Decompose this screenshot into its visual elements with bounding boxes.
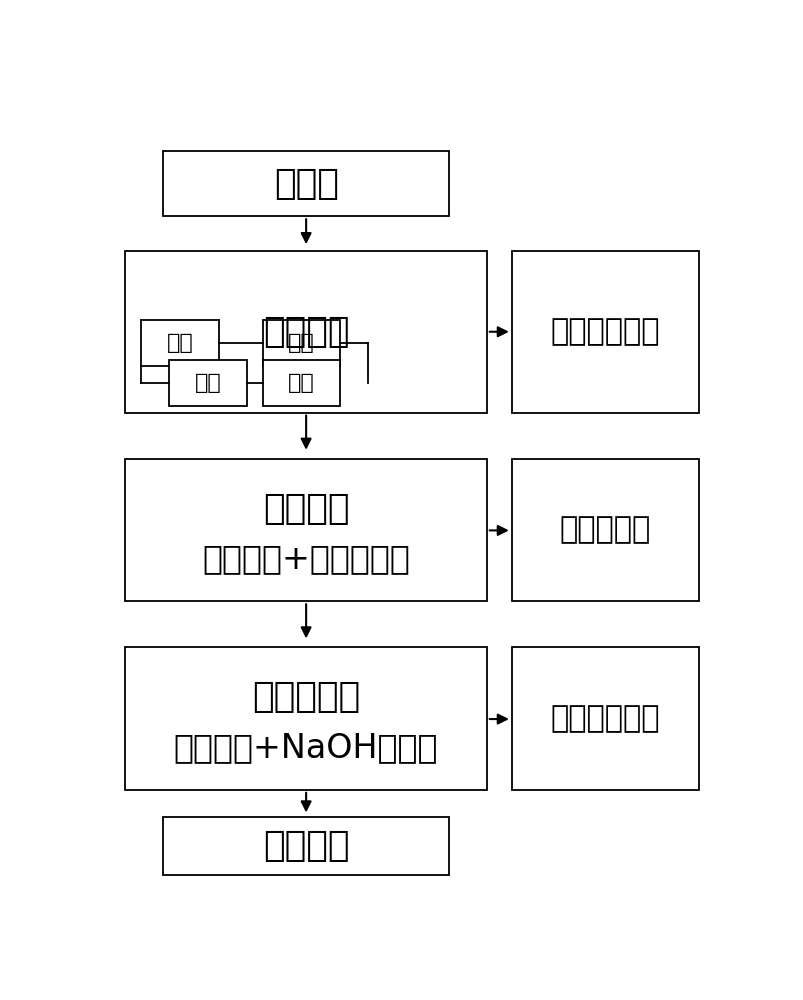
Bar [125,459,486,601]
Bar [141,320,218,366]
Text: （冰醋酸+过氧化氢）: （冰醋酸+过氧化氢） [202,542,410,575]
Bar [162,151,449,216]
Text: 电化学脱硫: 电化学脱硫 [252,680,360,714]
Text: 物理清洗: 物理清洗 [263,315,349,349]
Text: 破碎: 破碎 [166,333,193,353]
Bar [162,817,449,875]
Bar [169,360,247,406]
Text: 浮选: 浮选 [194,373,221,393]
Text: （氧化锌+NaOH溶液）: （氧化锌+NaOH溶液） [173,731,438,764]
Text: 电池燃料: 电池燃料 [263,829,349,863]
Bar [125,251,486,413]
Text: 化学脱硫: 化学脱硫 [263,492,349,526]
Text: 煤基体: 煤基体 [273,167,338,201]
Text: 硫酸的回收: 硫酸的回收 [559,516,650,545]
Text: 干燥: 干燥 [287,373,315,393]
Bar [262,320,340,366]
Bar [262,360,340,406]
Text: 煤泥水的回收: 煤泥水的回收 [550,317,659,346]
Bar [512,459,698,601]
Bar [125,647,486,790]
Text: 硫化物的回收: 硫化物的回收 [550,704,659,733]
Text: 筛分: 筛分 [287,333,315,353]
Bar [512,647,698,790]
Bar [512,251,698,413]
